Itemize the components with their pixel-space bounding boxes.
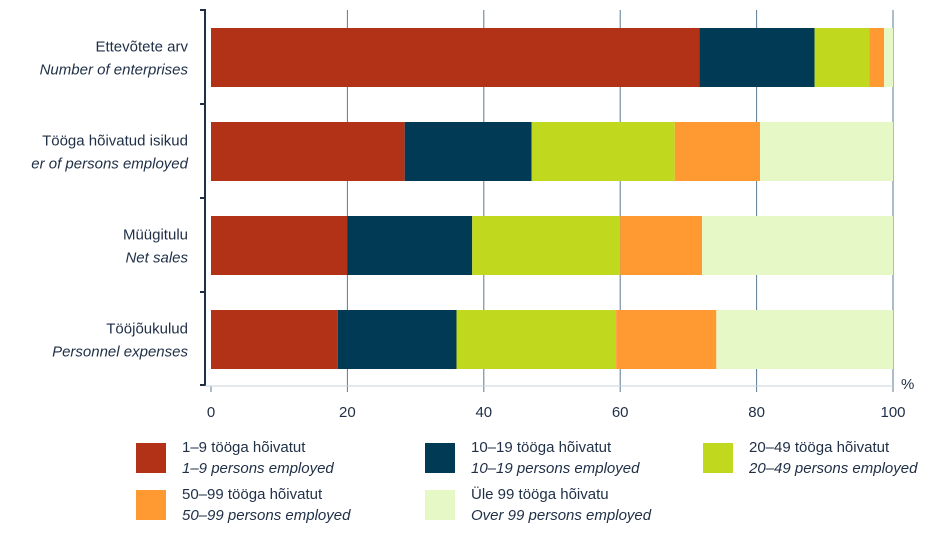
bar-segment [814, 28, 870, 87]
category-label-et: Tööjõukulud [106, 321, 188, 338]
bar-segment [716, 310, 893, 369]
bar-segment [702, 216, 893, 275]
bar-segment [404, 122, 532, 181]
x-tick-label: 20 [339, 404, 356, 421]
category-label-et: Ettevõtete arv [95, 39, 188, 56]
bar-segment [211, 122, 405, 181]
bar-segment [337, 310, 457, 369]
category-label-en: Personnel expenses [52, 344, 188, 361]
category-label-en: er of persons employed [31, 156, 188, 173]
category-label: Tööga hõivatud isikud er of persons emplo… [31, 133, 188, 173]
category-label: Ettevõtete arv Number of enterprises [40, 39, 189, 79]
category-label: Tööjõukulud Personnel expenses [52, 321, 188, 361]
bar-segment [699, 28, 815, 87]
bar-segment [616, 310, 717, 369]
bar-segment [456, 310, 617, 369]
x-tick-label: 60 [612, 404, 629, 421]
bar-segment [531, 122, 675, 181]
axes: 0 20 40 60 80 100 [200, 9, 906, 421]
x-tick-label: 40 [475, 404, 492, 421]
x-tick-label: 100 [880, 404, 905, 421]
bar-segment [674, 122, 761, 181]
bar-segment [347, 216, 473, 275]
category-label: Müügitulu Net sales [123, 227, 189, 267]
category-label-en: Net sales [125, 250, 188, 267]
bars [211, 28, 893, 369]
bar-segment [869, 28, 885, 87]
category-labels: Ettevõtete arv Number of enterprises Tööga… [31, 39, 188, 361]
bar-segment [211, 28, 700, 87]
bar-segment [884, 28, 893, 87]
bar-segment [472, 216, 621, 275]
x-tick-label: 80 [748, 404, 765, 421]
bar-segment [211, 216, 348, 275]
category-label-en: Number of enterprises [40, 62, 189, 79]
x-unit-label: % [901, 376, 914, 393]
bar-segment [760, 122, 893, 181]
bar-segment [620, 216, 703, 275]
bar-segment [211, 310, 338, 369]
category-label-et: Tööga hõivatud isikud [42, 133, 188, 150]
category-label-et: Müügitulu [123, 227, 188, 244]
x-tick-label: 0 [207, 404, 215, 421]
